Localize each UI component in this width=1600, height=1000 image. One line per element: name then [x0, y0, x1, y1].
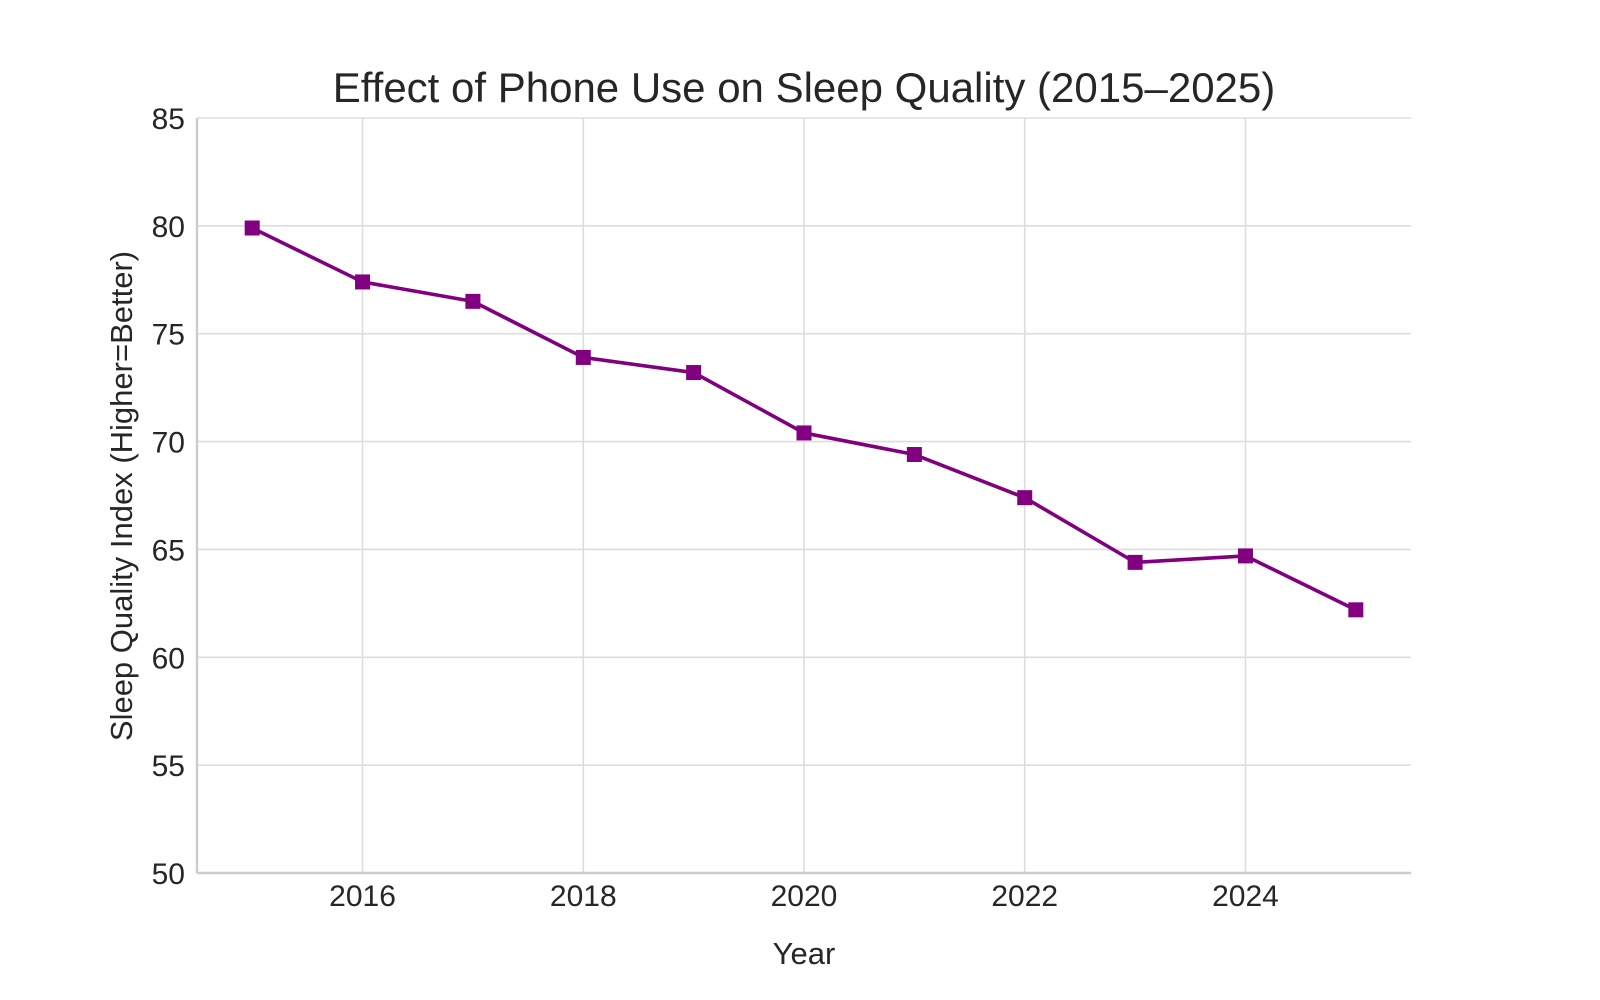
data-point-marker: [796, 425, 812, 441]
y-tick-label: 55: [152, 750, 185, 783]
data-point-marker: [906, 447, 922, 463]
x-tick-label: 2024: [1212, 880, 1279, 913]
y-tick-label: 50: [152, 858, 185, 891]
tick-labels: 50 55 60 65 70 75 80 85 2016 2018 2020 2022 2024: [152, 103, 1279, 913]
y-tick-label: 85: [152, 103, 185, 136]
series: [244, 220, 1364, 618]
y-tick-label: 70: [152, 427, 185, 460]
data-point-marker: [1017, 490, 1033, 506]
x-axis-label: Year: [773, 936, 836, 971]
data-point-marker: [575, 349, 591, 365]
data-point-marker: [465, 293, 481, 309]
data-point-marker: [1127, 554, 1143, 570]
x-tick-label: 2020: [771, 880, 838, 913]
x-tick-label: 2018: [550, 880, 617, 913]
y-tick-label: 75: [152, 319, 185, 352]
y-tick-label: 60: [152, 642, 185, 675]
data-point-marker: [686, 365, 702, 381]
chart-title: Effect of Phone Use on Sleep Quality (20…: [333, 64, 1276, 111]
data-point-marker: [355, 274, 371, 290]
grid: [197, 117, 1411, 873]
axes: [195, 118, 1411, 875]
x-tick-label: 2022: [991, 880, 1058, 913]
y-tick-label: 65: [152, 534, 185, 567]
data-point-marker: [244, 220, 260, 236]
data-point-marker: [1348, 602, 1364, 618]
y-axis-label: Sleep Quality Index (Higher=Better): [104, 251, 139, 741]
data-point-marker: [1237, 548, 1253, 564]
x-tick-label: 2016: [329, 880, 396, 913]
y-tick-label: 80: [152, 211, 185, 244]
